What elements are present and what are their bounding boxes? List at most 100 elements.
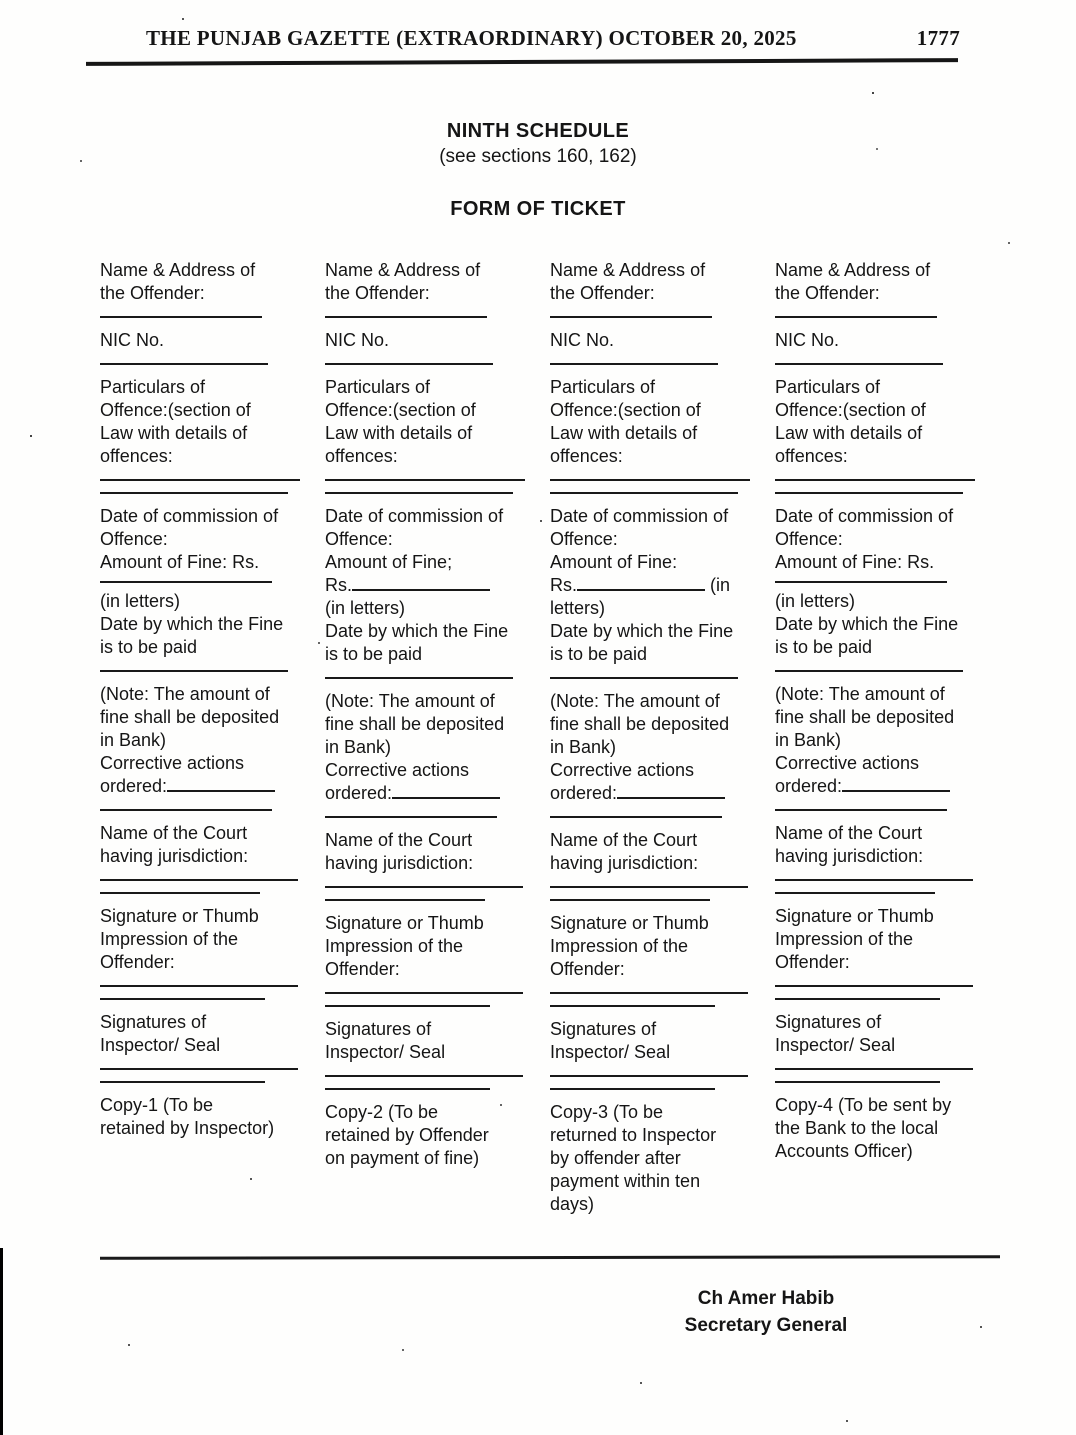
field-name-address: Name & Address of the Offender: (550, 260, 706, 303)
field-note: (Note: The amount of fine shall be deposi… (100, 684, 280, 796)
separator-line (100, 1068, 298, 1070)
field-copy: Copy-1 (To be retained by Inspector) (100, 1095, 275, 1138)
field-date-fine: Date of commission of Offence: Amount of F… (775, 506, 954, 572)
footer-rule (99, 1255, 1001, 1260)
field-name-address: Name & Address of the Offender: (325, 260, 481, 303)
field-note: (Note: The amount of fine shall be deposi… (775, 684, 955, 796)
field-nic: NIC No. (775, 330, 840, 350)
separator-line (325, 1005, 490, 1007)
field-copy: Copy-2 (To be retained by Offender on paym… (325, 1102, 489, 1168)
signatory-title: Secretary General (684, 1315, 848, 1336)
fill-in-underline (392, 783, 501, 799)
separator-line (100, 879, 298, 881)
schedule-subtitle: (see sections 160, 162) (439, 146, 637, 167)
field-court: Name of the Court having jurisdiction: (775, 823, 924, 866)
separator-line (550, 1005, 715, 1007)
field-note: (Note: The amount of fine shall be deposi… (325, 691, 505, 803)
field-nic: NIC No. (100, 330, 165, 350)
separator-line (550, 677, 738, 679)
separator-line (775, 670, 963, 672)
separator-line (550, 492, 738, 494)
separator-line (325, 1088, 490, 1090)
separator-line (100, 479, 300, 481)
schedule-title: NINTH SCHEDULE (446, 120, 630, 142)
ticket-column-1: Name & Address of the Offender: NIC No. Par… (100, 259, 305, 1216)
gazette-title: THE PUNJAB GAZETTE (EXTRAORDINARY) OCTOB… (146, 26, 797, 50)
separator-line (775, 985, 973, 987)
field-court: Name of the Court having jurisdiction: (550, 830, 699, 873)
field-signature: Signature or Thumb Impression of the Offen… (775, 906, 934, 972)
field-inspector: Signatures of Inspector/ Seal (100, 1012, 221, 1055)
separator-line (100, 892, 260, 894)
separator-line (550, 316, 712, 318)
field-copy: Copy-4 (To be sent by the Bank to the loc… (775, 1095, 952, 1161)
field-nic: NIC No. (550, 330, 615, 350)
field-date-fine: Date of commission of Offence: Amount of F… (100, 506, 279, 572)
separator-line (775, 479, 975, 481)
separator-line (100, 363, 268, 365)
field-inspector: Signatures of Inspector/ Seal (550, 1019, 671, 1062)
separator-line (775, 998, 940, 1000)
separator-line (325, 899, 485, 901)
signatory-name: Ch Amer Habib (697, 1288, 835, 1309)
field-in-letters: (in letters) Date by which the Fine is to … (100, 591, 284, 657)
separator-line (775, 892, 935, 894)
separator-line (775, 1081, 940, 1083)
signature-block: Ch Amer Habib Secretary General (606, 1285, 926, 1339)
field-in-letters: (in letters) Date by which the Fine is to … (775, 591, 959, 657)
separator-line (550, 816, 722, 818)
separator-line (100, 998, 265, 1000)
fill-in-underline (842, 776, 951, 792)
field-court: Name of the Court having jurisdiction: (100, 823, 249, 866)
field-date-fine: Date of commission of Offence: Amount of F… (325, 506, 509, 664)
field-signature: Signature or Thumb Impression of the Offen… (100, 906, 259, 972)
separator-line (325, 1075, 523, 1077)
separator-line (325, 316, 487, 318)
field-nic: NIC No. (325, 330, 390, 350)
separator-line (325, 677, 513, 679)
separator-line (100, 316, 262, 318)
separator-line (550, 1088, 715, 1090)
separator-line (775, 809, 947, 811)
field-inspector: Signatures of Inspector/ Seal (325, 1019, 446, 1062)
separator-line (325, 816, 497, 818)
field-signature: Signature or Thumb Impression of the Offen… (550, 913, 709, 979)
separator-line (100, 1081, 265, 1083)
field-particulars: Particulars of Offence:(section of Law wit… (550, 377, 701, 466)
separator-line (550, 899, 710, 901)
field-name-address: Name & Address of the Offender: (100, 260, 256, 303)
field-note: (Note: The amount of fine shall be deposi… (550, 691, 730, 803)
separator-line (775, 316, 937, 318)
field-particulars: Particulars of Offence:(section of Law wit… (100, 377, 251, 466)
separator-line (100, 670, 288, 672)
separator-line (775, 363, 943, 365)
separator-line (325, 886, 523, 888)
separator-line (550, 992, 748, 994)
ticket-column-2: Name & Address of the Offender: NIC No. Par… (325, 259, 530, 1216)
scan-noise (0, 0, 2, 2)
separator-line (775, 1068, 973, 1070)
fill-in-underline (352, 575, 490, 591)
separator-line (550, 479, 750, 481)
separator-line (325, 479, 525, 481)
field-inspector: Signatures of Inspector/ Seal (775, 1012, 896, 1055)
field-signature: Signature or Thumb Impression of the Offen… (325, 913, 484, 979)
separator-line (100, 492, 288, 494)
separator-line (550, 1075, 748, 1077)
separator-line (775, 492, 963, 494)
fill-in-underline (617, 783, 726, 799)
field-particulars: Particulars of Offence:(section of Law wit… (325, 377, 476, 466)
ticket-column-4: Name & Address of the Offender: NIC No. Par… (775, 259, 980, 1216)
separator-line (325, 992, 523, 994)
separator-line (100, 809, 272, 811)
field-date-fine: Date of commission of Offence: Amount of F… (550, 506, 734, 664)
separator-line (775, 581, 947, 583)
ticket-column-3: Name & Address of the Offender: NIC No. Par… (550, 259, 755, 1216)
separator-line (100, 985, 298, 987)
separator-line (775, 879, 973, 881)
header-rule (85, 58, 959, 66)
fill-in-underline (167, 776, 276, 792)
field-court: Name of the Court having jurisdiction: (325, 830, 474, 873)
separator-line (550, 886, 748, 888)
